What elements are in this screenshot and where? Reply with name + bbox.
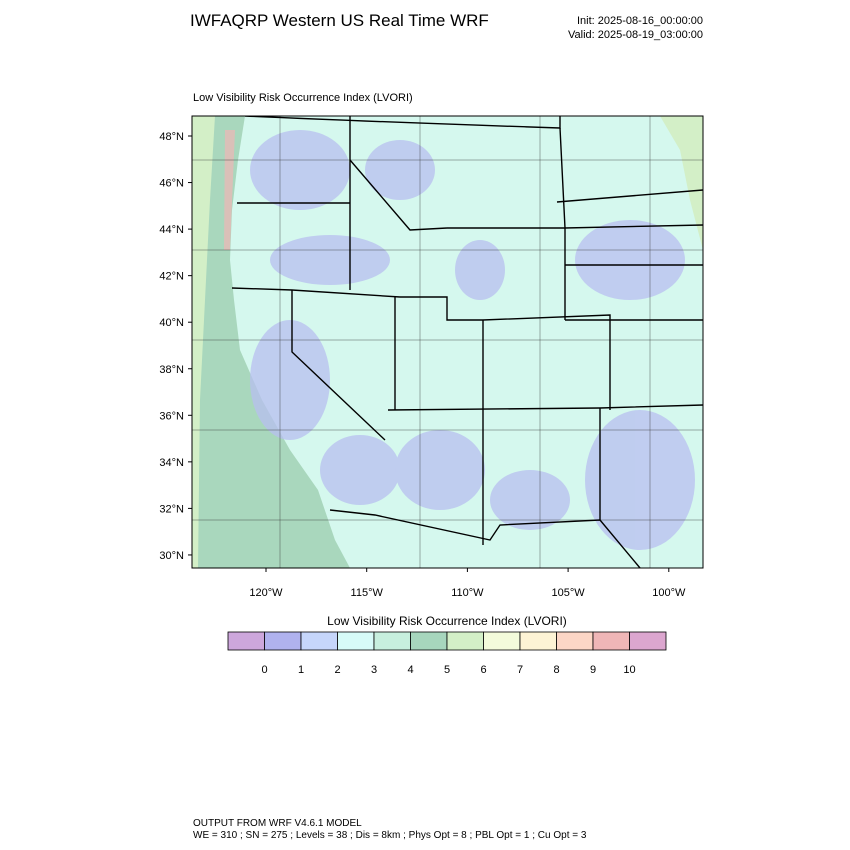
colorbar-label: 2 <box>334 664 340 676</box>
colorbar-label: 8 <box>553 664 559 676</box>
title: IWFAQRP Western US Real Time WRF <box>190 11 489 30</box>
colorbar-label: 0 <box>261 664 267 676</box>
lat-label: 36°N <box>159 410 184 422</box>
colorbar-box <box>373 631 411 651</box>
colorbar-box <box>264 631 302 651</box>
valid-time: Valid: 2025-08-19_03:00:00 <box>568 29 703 41</box>
colorbar-box <box>227 631 265 651</box>
colorbar: 0 1 2 3 4 5 6 7 8 9 10 <box>227 631 667 676</box>
colorbar-box <box>337 631 375 651</box>
colorbar-title: Low Visibility Risk Occurrence Index (LV… <box>327 614 567 628</box>
colorbar-label: 1 <box>298 664 304 676</box>
colorbar-box <box>300 631 338 651</box>
lon-label: 105°W <box>552 587 586 599</box>
lat-label: 34°N <box>159 457 184 469</box>
map-axes: 48°N 46°N 44°N 42°N 40°N 38°N 36°N 34°N 32°N 30°N… <box>159 131 686 599</box>
colorbar-box <box>446 631 484 651</box>
colorbar-box <box>410 631 448 651</box>
colorbar-box <box>483 631 521 651</box>
lon-label: 115°W <box>351 587 384 599</box>
colorbar-box <box>556 631 594 651</box>
colorbar-box <box>519 631 557 651</box>
lat-label: 40°N <box>159 317 184 329</box>
lat-label: 44°N <box>159 224 184 236</box>
map-frame <box>191 115 704 569</box>
colorbar-label: 5 <box>444 664 450 676</box>
lat-label: 46°N <box>159 178 184 190</box>
footer-line: OUTPUT FROM WRF V4.6.1 MODEL <box>193 818 362 829</box>
colorbar-label: 7 <box>517 664 523 676</box>
colorbar-box <box>629 631 667 651</box>
lat-label: 48°N <box>159 131 184 143</box>
lon-label: 110°W <box>451 587 484 599</box>
lat-label: 38°N <box>159 364 184 376</box>
lon-label: 100°W <box>652 587 686 599</box>
map-field <box>192 116 703 568</box>
colorbar-label: 10 <box>623 664 635 676</box>
init-time: Init: 2025-08-16_00:00:00 <box>577 15 703 27</box>
colorbar-label: 9 <box>590 664 596 676</box>
lat-label: 30°N <box>159 550 184 562</box>
map-title: Low Visibility Risk Occurrence Index (LV… <box>193 92 413 104</box>
colorbar-box <box>592 631 630 651</box>
lat-label: 32°N <box>159 503 184 515</box>
footer-line: WE = 310 ; SN = 275 ; Levels = 38 ; Dis … <box>193 830 587 841</box>
colorbar-label: 3 <box>371 664 377 676</box>
colorbar-label: 4 <box>407 664 413 676</box>
lon-label: 120°W <box>249 587 283 599</box>
lat-label: 42°N <box>159 271 184 283</box>
colorbar-label: 6 <box>480 664 486 676</box>
